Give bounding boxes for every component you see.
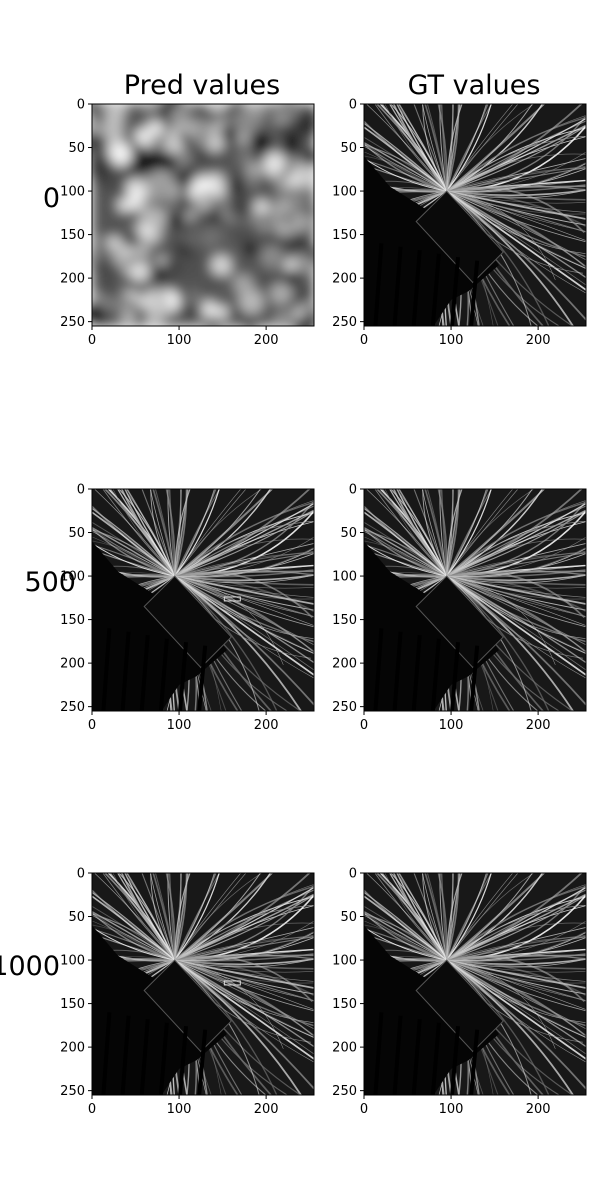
x-tick-label: 200 bbox=[254, 1102, 279, 1117]
y-tick-label: 100 bbox=[60, 570, 85, 585]
y-tick-label: 50 bbox=[340, 526, 357, 541]
x-tick-label: 100 bbox=[167, 1102, 192, 1117]
panel-0-pred: 0 100 200 0 50 100 150 200 250 bbox=[60, 98, 315, 348]
y-tick-label: 100 bbox=[332, 570, 357, 585]
y-tick-label: 0 bbox=[349, 867, 357, 882]
y-tick-label: 50 bbox=[340, 910, 357, 925]
y-tick-label: 250 bbox=[332, 1084, 357, 1099]
panel-image bbox=[364, 489, 586, 711]
x-tick-label: 100 bbox=[167, 333, 192, 348]
y-tick-label: 0 bbox=[77, 483, 85, 498]
panel-1000-gt: 0 100 200 0 50 100 150 200 250 bbox=[332, 867, 587, 1117]
panel-image bbox=[364, 104, 586, 326]
y-tick-label: 0 bbox=[77, 98, 85, 113]
x-tick-label: 0 bbox=[360, 333, 368, 348]
y-tick-label: 200 bbox=[60, 657, 85, 672]
y-tick-label: 200 bbox=[332, 272, 357, 287]
panel-1000-pred: 0 100 200 0 50 100 150 200 250 bbox=[60, 867, 315, 1117]
panel-500-gt: 0 100 200 0 50 100 150 200 250 bbox=[332, 483, 587, 733]
x-tick-label: 100 bbox=[167, 718, 192, 733]
panel-frame bbox=[363, 488, 587, 712]
y-tick-label: 100 bbox=[332, 954, 357, 969]
y-tick-label: 200 bbox=[332, 1041, 357, 1056]
y-tick-label: 150 bbox=[332, 228, 357, 243]
x-tick-label: 200 bbox=[254, 333, 279, 348]
panel-image bbox=[92, 489, 314, 711]
y-tick-label: 250 bbox=[60, 1084, 85, 1099]
y-tick-label: 100 bbox=[60, 185, 85, 200]
panel-frame bbox=[91, 872, 315, 1096]
y-tick-label: 250 bbox=[332, 315, 357, 330]
y-tick-label: 200 bbox=[60, 272, 85, 287]
row-label-500: 500 bbox=[24, 567, 76, 598]
panel-image bbox=[92, 104, 314, 326]
x-tick-label: 200 bbox=[526, 333, 551, 348]
x-tick-label: 100 bbox=[439, 333, 464, 348]
panel-image bbox=[364, 873, 586, 1095]
panel-frame bbox=[91, 103, 315, 327]
x-tick-label: 200 bbox=[254, 718, 279, 733]
y-tick-label: 150 bbox=[60, 613, 85, 628]
y-tick-label: 0 bbox=[77, 867, 85, 882]
y-tick-label: 150 bbox=[60, 997, 85, 1012]
x-tick-label: 100 bbox=[439, 1102, 464, 1117]
panel-500-pred: 0 100 200 0 50 100 150 200 250 bbox=[60, 483, 315, 733]
y-tick-label: 0 bbox=[349, 98, 357, 113]
panel-frame bbox=[363, 103, 587, 327]
y-tick-label: 100 bbox=[332, 185, 357, 200]
y-tick-label: 50 bbox=[68, 141, 85, 156]
panel-image bbox=[92, 873, 314, 1095]
y-tick-label: 50 bbox=[340, 141, 357, 156]
panel-frame bbox=[91, 488, 315, 712]
y-tick-label: 50 bbox=[68, 526, 85, 541]
y-tick-label: 50 bbox=[68, 910, 85, 925]
x-tick-label: 0 bbox=[88, 333, 96, 348]
y-tick-label: 0 bbox=[349, 483, 357, 498]
panel-0-gt: 0 100 200 0 50 100 150 200 250 bbox=[332, 98, 587, 348]
x-tick-label: 0 bbox=[88, 718, 96, 733]
y-tick-label: 150 bbox=[332, 613, 357, 628]
x-tick-label: 0 bbox=[360, 1102, 368, 1117]
y-tick-label: 250 bbox=[60, 315, 85, 330]
row-label-1000: 1000 bbox=[0, 951, 60, 982]
panel-frame bbox=[363, 872, 587, 1096]
x-tick-label: 0 bbox=[88, 1102, 96, 1117]
y-tick-label: 100 bbox=[60, 954, 85, 969]
y-tick-label: 200 bbox=[332, 657, 357, 672]
row-label-0: 0 bbox=[42, 183, 60, 214]
y-tick-label: 250 bbox=[332, 700, 357, 715]
column-title-gt: GT values bbox=[407, 70, 541, 101]
x-tick-label: 0 bbox=[360, 718, 368, 733]
y-tick-label: 200 bbox=[60, 1041, 85, 1056]
column-title-pred: Pred values bbox=[123, 70, 281, 101]
y-tick-label: 150 bbox=[332, 997, 357, 1012]
y-tick-label: 150 bbox=[60, 228, 85, 243]
x-tick-label: 100 bbox=[439, 718, 464, 733]
y-tick-label: 250 bbox=[60, 700, 85, 715]
x-tick-label: 200 bbox=[526, 1102, 551, 1117]
x-tick-label: 200 bbox=[526, 718, 551, 733]
